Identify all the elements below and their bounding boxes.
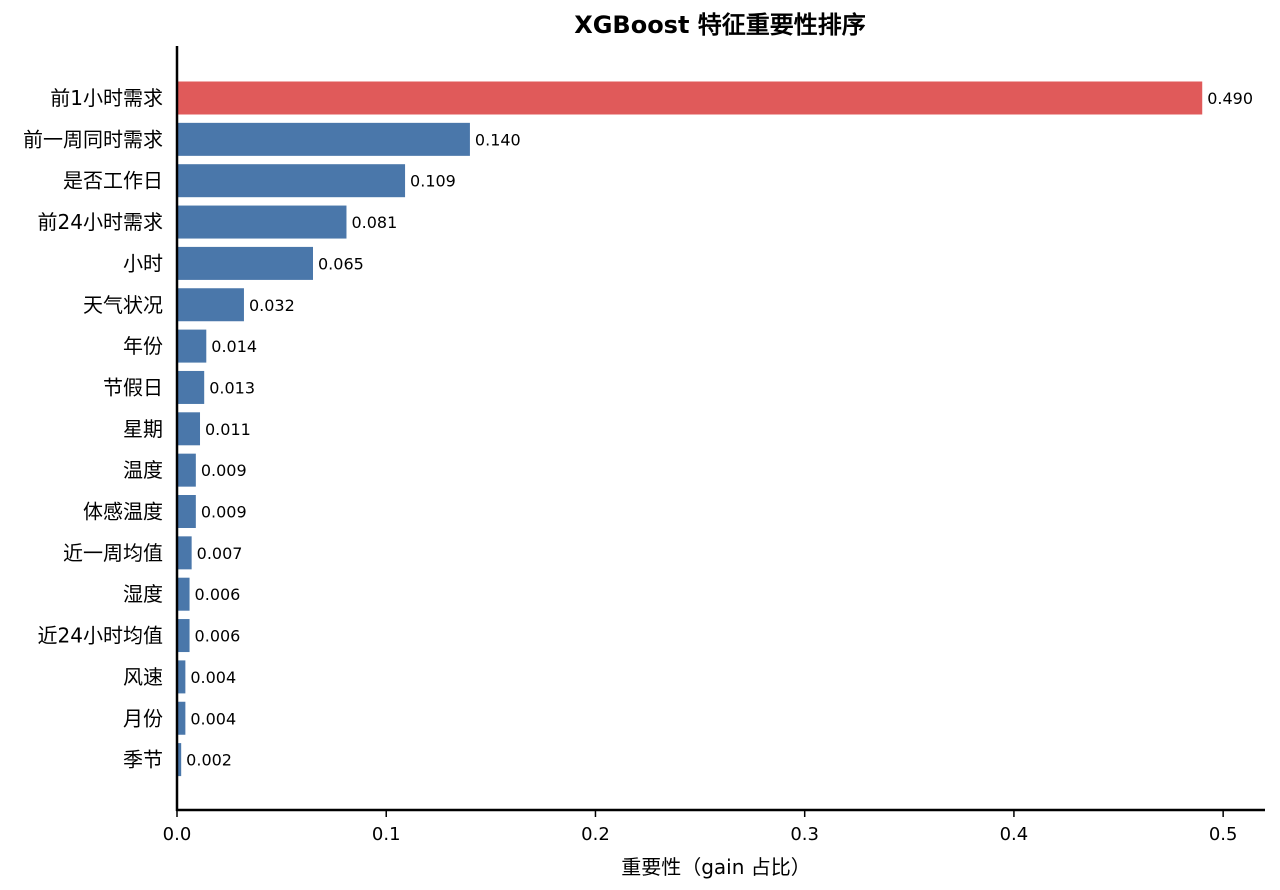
bar-5	[177, 288, 244, 322]
category-label: 前24小时需求	[38, 210, 163, 234]
category-label: 年份	[123, 334, 163, 358]
bar-6	[177, 329, 207, 363]
value-labels: 0.490 0.140 0.109 0.081 0.065 0.032 0.014 0.013…	[186, 89, 1253, 770]
value-label: 0.004	[190, 668, 236, 687]
category-label: 节假日	[103, 375, 163, 399]
bar-1	[177, 122, 470, 156]
bar-2	[177, 164, 406, 198]
bar-11	[177, 536, 192, 570]
category-label: 近24小时均值	[38, 624, 163, 648]
value-label: 0.006	[195, 585, 241, 604]
category-label: 湿度	[123, 582, 163, 606]
bars-group	[177, 81, 1203, 777]
bar-14	[177, 660, 186, 694]
bar-13	[177, 619, 190, 653]
value-label: 0.109	[410, 172, 456, 191]
category-label: 体感温度	[83, 500, 163, 524]
category-label: 月份	[123, 706, 163, 730]
value-label: 0.140	[475, 130, 521, 149]
x-axis-ticks: 0.0 0.1 0.2 0.3 0.4 0.5	[163, 810, 1238, 845]
bar-15	[177, 701, 186, 735]
category-label: 温度	[123, 458, 163, 482]
x-axis-label: 重要性（gain 占比）	[621, 855, 811, 879]
bar-7	[177, 370, 205, 404]
value-label: 0.011	[205, 420, 251, 439]
x-tick-label: 0.1	[372, 824, 401, 845]
category-label: 风速	[123, 665, 163, 689]
value-label: 0.004	[190, 709, 236, 728]
value-label: 0.081	[351, 213, 397, 232]
category-label: 是否工作日	[63, 169, 163, 193]
value-label: 0.032	[249, 296, 295, 315]
value-label: 0.007	[197, 544, 243, 563]
bar-8	[177, 412, 201, 446]
value-label: 0.014	[211, 337, 257, 356]
x-tick-label: 0.3	[790, 824, 819, 845]
chart-title: XGBoost 特征重要性排序	[574, 11, 866, 39]
bar-10	[177, 495, 196, 528]
category-label: 天气状况	[83, 293, 163, 317]
x-tick-label: 0.5	[1209, 824, 1238, 845]
bar-0	[177, 81, 1203, 115]
category-label: 星期	[123, 417, 163, 441]
value-label: 0.002	[186, 751, 232, 770]
value-label: 0.009	[201, 461, 247, 480]
category-label: 季节	[123, 748, 163, 772]
value-label: 0.006	[195, 627, 241, 646]
value-label: 0.065	[318, 254, 364, 273]
category-labels: 前1小时需求前一周同时需求是否工作日前24小时需求小时天气状况年份节假日星期温度…	[23, 86, 163, 772]
x-tick-label: 0.4	[1000, 824, 1029, 845]
bar-12	[177, 577, 190, 611]
value-label: 0.490	[1207, 89, 1253, 108]
value-label: 0.013	[209, 378, 255, 397]
value-label: 0.009	[201, 503, 247, 522]
category-label: 小时	[123, 251, 163, 275]
category-label: 前一周同时需求	[23, 127, 163, 151]
bar-9	[177, 453, 196, 487]
bar-4	[177, 246, 313, 280]
category-label: 近一周均值	[63, 541, 163, 565]
bar-3	[177, 205, 347, 239]
category-label: 前1小时需求	[50, 86, 163, 110]
x-tick-label: 0.0	[163, 824, 192, 845]
x-tick-label: 0.2	[581, 824, 610, 845]
bar-16	[177, 743, 182, 777]
